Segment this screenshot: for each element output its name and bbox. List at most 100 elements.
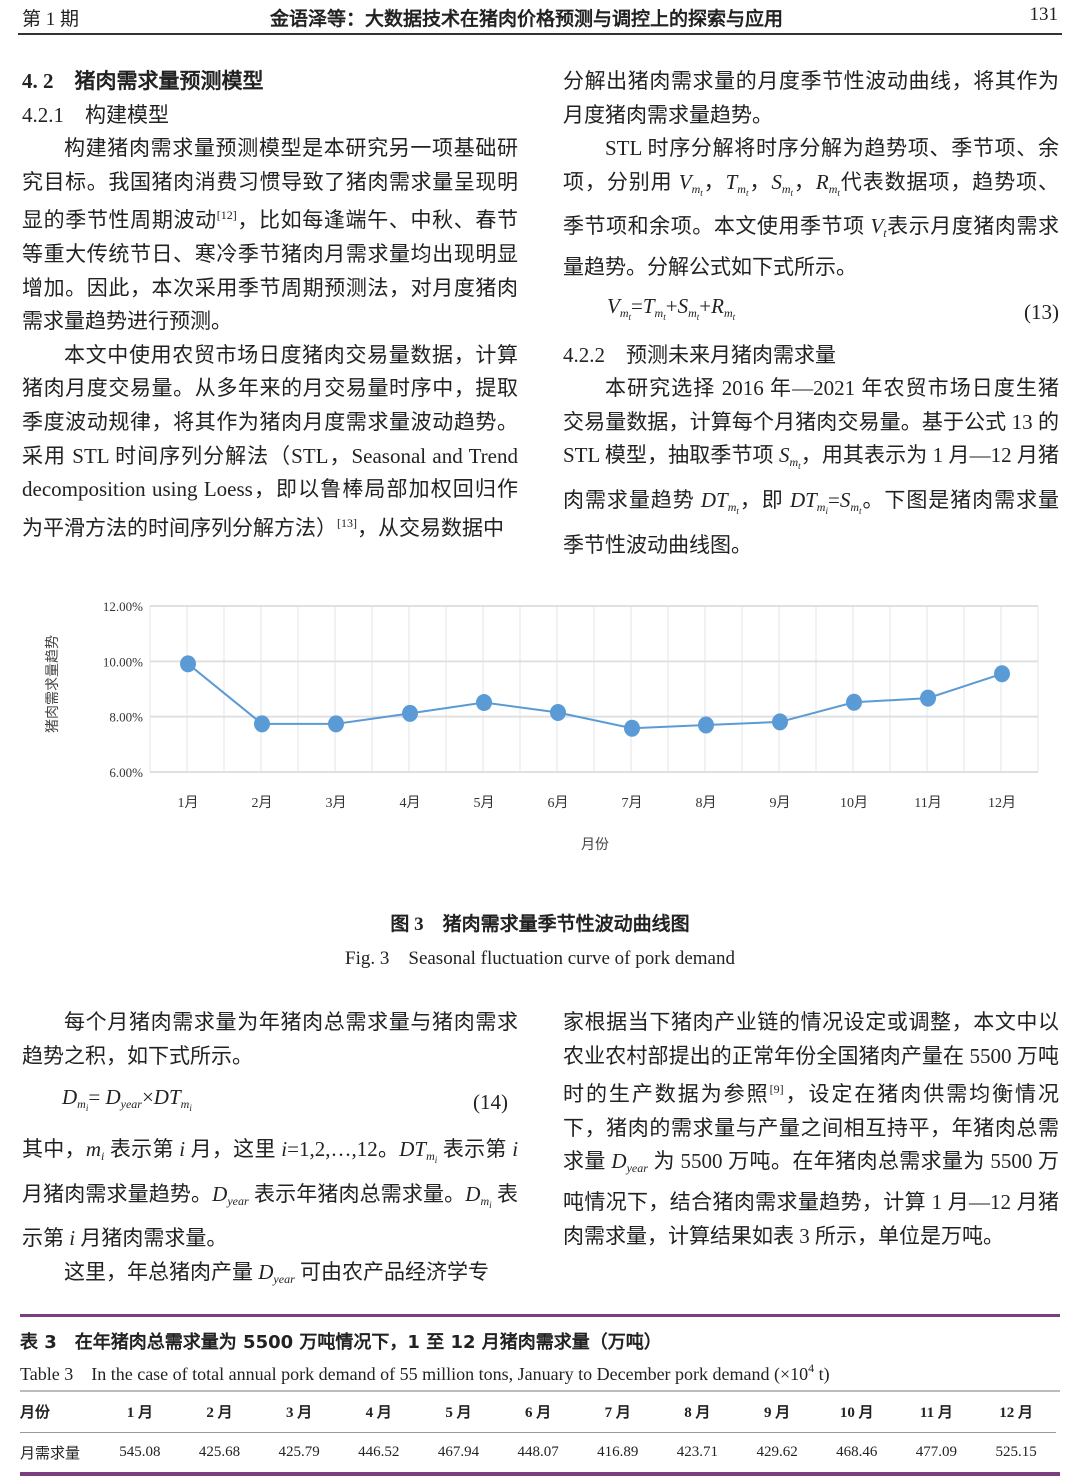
y-tick-label: 12.00%	[103, 599, 143, 614]
x-tick-label: 1月	[178, 795, 199, 811]
math-variable: Dyear	[212, 1182, 249, 1208]
data-point	[402, 704, 418, 722]
variable-symbol: D	[465, 1181, 481, 1206]
text-run: =	[631, 294, 643, 319]
data-point	[624, 719, 640, 737]
table-3: 表 3 在年猪肉总需求量为 5500 万吨情况下，1 至 12 月猪肉需求量（万…	[20, 1314, 1060, 1476]
variable-symbol: D	[105, 1084, 121, 1109]
subscript-text: m	[850, 499, 859, 514]
data-point	[476, 694, 492, 712]
subscript: mt	[850, 499, 861, 516]
y-axis-label: 猪肉需求量趋势	[45, 635, 61, 733]
subscript-text: m	[688, 306, 697, 321]
table-header-cell: 5 月	[445, 1405, 472, 1422]
subscript-text: m	[77, 1096, 86, 1111]
text-run: 表示第	[22, 1181, 519, 1251]
subscript-text: m	[619, 306, 629, 321]
subscript-text: m	[480, 1193, 490, 1208]
math-variable: Smt	[778, 443, 801, 471]
issue-number: 第 1 期	[22, 9, 80, 30]
sub-subscript: i	[489, 1199, 492, 1210]
table-rule	[20, 1390, 1060, 1392]
math-variable: Vt	[870, 214, 886, 240]
table-header-cell: 10 月	[839, 1405, 874, 1422]
x-tick-label: 8月	[696, 795, 717, 811]
right-column-top: 分解出猪肉需求量的月度季节性波动曲线，将其作为月度猪肉需求量趋势。 STL 时序…	[563, 65, 1059, 562]
x-axis-label: 月份	[581, 837, 609, 853]
subscript: mi	[480, 1193, 492, 1210]
series-line	[187, 663, 1003, 730]
math-variable: Dyear	[611, 1149, 648, 1175]
subsection-heading: 4.2.2 预测未来月猪肉需求量	[563, 342, 836, 367]
variable-symbol: S	[771, 169, 782, 194]
table-cell: 429.62	[756, 1443, 798, 1460]
math-variable: mi	[86, 1137, 105, 1164]
text-run: 本文中使用农贸市场日度猪肉交易量数据，计算猪肉月度交易量。从多年来的月交易量时序…	[22, 342, 518, 540]
sub-subscript: i	[85, 1102, 89, 1113]
table-cell: 423.71	[676, 1443, 719, 1460]
table-cell: 446.52	[358, 1443, 400, 1460]
x-tick-label: 11月	[914, 795, 941, 811]
subscript-text: i	[101, 1149, 105, 1164]
variable-symbol: S	[778, 443, 790, 468]
data-point	[328, 715, 344, 733]
variable-symbol: i	[179, 1137, 186, 1162]
table-header-cell: 8 月	[684, 1405, 711, 1422]
math-variable: Vmt	[607, 294, 631, 322]
superscript: [9]	[769, 1082, 784, 1097]
math-variable: i	[512, 1137, 518, 1161]
text-run: 其中，	[22, 1137, 86, 1162]
text-run: ，	[748, 169, 772, 194]
subscript: mt	[789, 455, 800, 471]
subscript-text: m	[816, 499, 826, 514]
text-run: 。下图是猪肉需求量季节性波动曲线图。	[563, 487, 1060, 557]
y-tick-label: 10.00%	[103, 654, 143, 669]
text-run: STL 时序分解将时序分解为趋势项、季节项、余项，分别用	[563, 136, 1059, 194]
variable-symbol: R	[815, 169, 829, 194]
variable-symbol: D	[258, 1259, 274, 1284]
equation-14: Dmi= Dyear×DTmi (14)	[22, 1081, 518, 1125]
table-row: 月需求量 545.08 425.68 425.79 446.52 467.94 448.07…	[20, 1432, 1056, 1472]
subscript-text: m	[723, 306, 733, 321]
table-header-cell: 11 月	[919, 1405, 953, 1422]
variable-symbol: D	[611, 1149, 627, 1174]
running-title: 金语泽等：大数据技术在猪肉价格预测与调控上的探索与应用	[270, 9, 784, 30]
subscript-text: m	[426, 1149, 435, 1164]
text-run: Table 3 In the case of total annual pork…	[20, 1364, 809, 1384]
table-cell: 月需求量	[20, 1445, 81, 1462]
x-tick-label: 7月	[622, 795, 643, 811]
subscript: mt	[737, 182, 749, 198]
data-point	[846, 693, 862, 711]
sub-subscript: t	[663, 312, 666, 323]
table-header-cell: 3 月	[286, 1405, 313, 1422]
sub-subscript: t	[745, 187, 749, 198]
variable-symbol: V	[607, 294, 620, 319]
subscript-text: year	[227, 1193, 249, 1208]
page-number: 131	[1029, 4, 1059, 25]
text-run: 月，这里	[185, 1137, 282, 1162]
text-run: 家根据当下猪肉产业链的情况设定或调整，本文中以农业农村部提出的正常年份全国猪肉产…	[563, 1010, 1059, 1107]
math-variable: Vmt	[679, 170, 703, 198]
paragraph: 本文中使用农贸市场日度猪肉交易量数据，计算猪肉月度交易量。从多年来的月交易量时序…	[22, 339, 518, 546]
text-run: t)	[814, 1364, 830, 1384]
subscript: mt	[782, 182, 793, 198]
paragraph: 这里，年总猪肉产量 Dyear 可由农产品经济学专	[22, 1256, 518, 1297]
text-run: ，比如每逢端午、中秋、春节等重大传统节日、寒冷季节猪肉月需求量均出现明显增加。因…	[22, 208, 519, 334]
table-cell: 416.89	[597, 1443, 639, 1460]
paragraph: STL 时序分解将时序分解为趋势项、季节项、余项，分别用 Vmt，Tmt，Smt…	[563, 132, 1059, 284]
subscript-text: year	[120, 1096, 142, 1111]
math-variable: i	[281, 1137, 287, 1161]
equation-number: (13)	[1024, 299, 1059, 324]
variable-symbol: T	[642, 294, 655, 319]
x-tick-label: 5月	[474, 795, 495, 811]
variable-symbol: DT	[153, 1084, 181, 1109]
text-run: 分解出猪肉需求量的月度季节性波动曲线，将其作为月度猪肉需求量趋势。	[563, 69, 1059, 127]
math-variable: DTmi	[790, 488, 828, 516]
superscript: [13]	[337, 515, 357, 530]
equation-number: (14)	[473, 1090, 508, 1115]
seasonal-demand-chart: 6.00% 8.00% 10.00% 12.00% 1月 2月 3月 4月 5月 6月 7月 8月 9月…	[45, 599, 1039, 853]
table-header-cell: 9 月	[763, 1405, 791, 1422]
subscript: mi	[426, 1149, 437, 1165]
table-cell: 545.08	[119, 1443, 161, 1460]
math-variable: i	[179, 1137, 185, 1161]
